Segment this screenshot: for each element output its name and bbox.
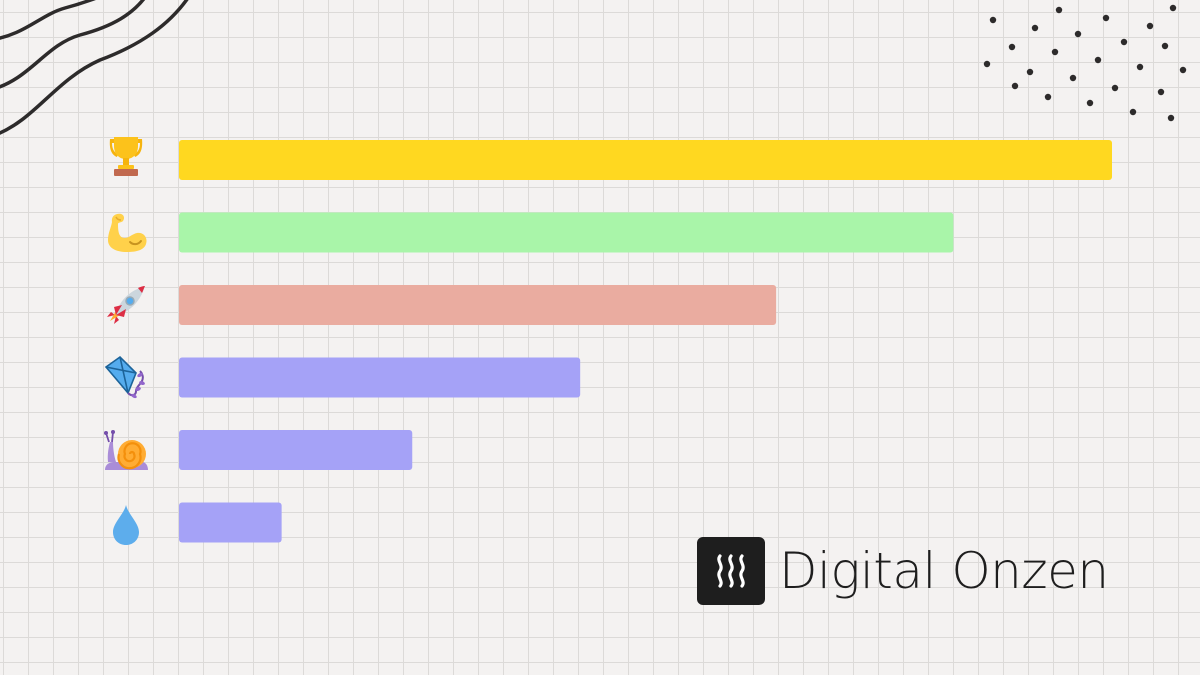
- onsen-steam-icon: [697, 537, 765, 605]
- bar-flexed-biceps: [179, 212, 954, 253]
- brand-name: Digital Onzen: [779, 542, 1109, 600]
- decorative-waves: [0, 0, 189, 135]
- snail-icon: [104, 430, 148, 470]
- bar-rocket: [179, 285, 777, 325]
- droplet-icon: [113, 505, 139, 545]
- trophy-icon: [109, 137, 143, 176]
- kite-icon: [104, 355, 145, 399]
- bar-snail: [179, 430, 413, 470]
- bar-trophy: [179, 140, 1112, 180]
- decorative-dots: [983, 4, 1187, 122]
- flexed-biceps-icon: [108, 213, 147, 252]
- bar-droplet: [179, 502, 282, 543]
- bar-kite: [179, 357, 581, 398]
- brand-logo: Digital Onzen: [697, 537, 1109, 605]
- rocket-icon: [107, 286, 145, 324]
